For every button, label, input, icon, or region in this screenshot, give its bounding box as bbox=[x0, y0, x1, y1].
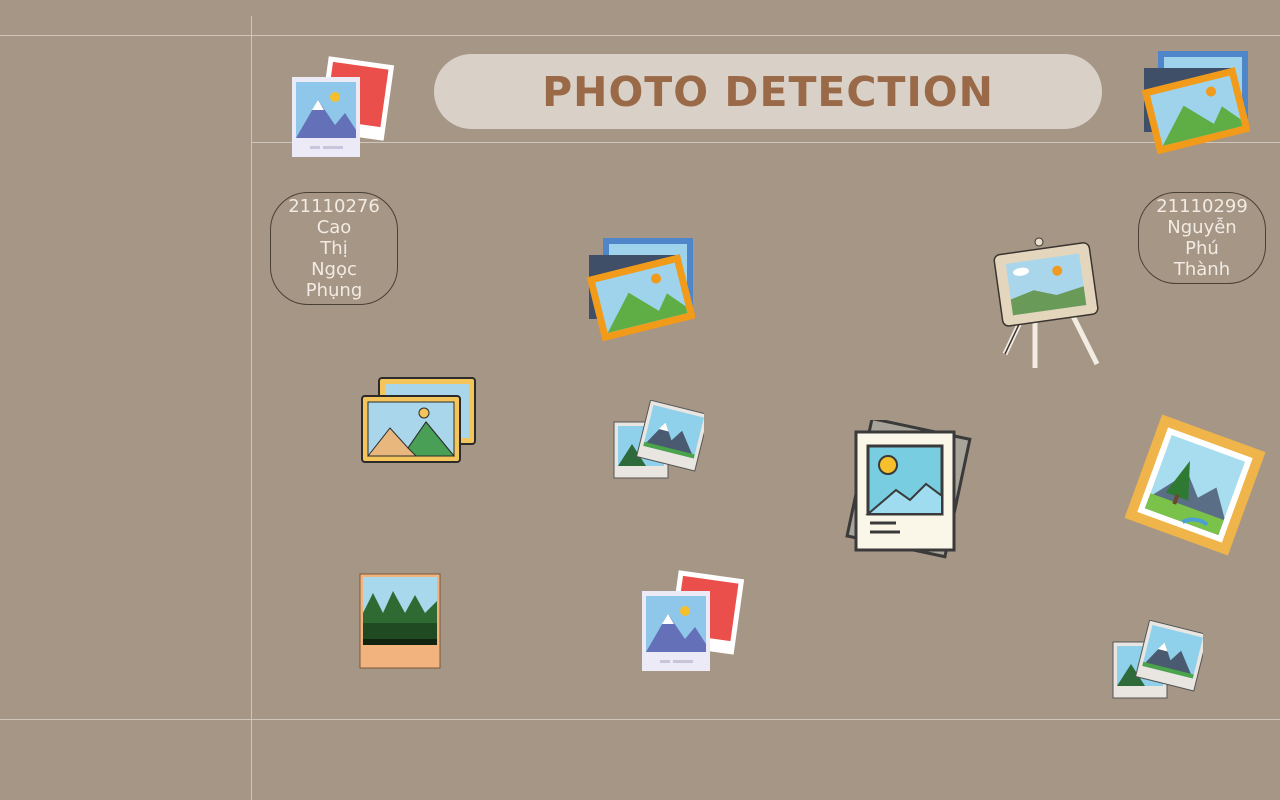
polaroid-stack-icon bbox=[290, 55, 394, 159]
page-title: PHOTO DETECTION bbox=[542, 67, 994, 116]
forest-polaroid-icon bbox=[359, 573, 441, 669]
header-guide-line bbox=[251, 142, 1280, 143]
student-name-line: Cao bbox=[316, 217, 352, 238]
framed-landscape-stack-icon bbox=[1140, 48, 1250, 158]
student-card-1: 21110276 Cao Thị Ngọc Phụng bbox=[270, 192, 398, 305]
student-name-line: Phụng bbox=[305, 280, 363, 301]
title-pill: PHOTO DETECTION bbox=[434, 54, 1102, 129]
framed-landscape-stack-icon bbox=[360, 376, 478, 464]
photo-pair-icon bbox=[1111, 620, 1203, 700]
student-name-line: Thành bbox=[1173, 259, 1231, 280]
easel-painting-icon bbox=[993, 236, 1105, 372]
photo-pair-icon bbox=[612, 400, 704, 480]
top-guide-line bbox=[0, 35, 1280, 36]
student-name-line: Phú bbox=[1185, 238, 1219, 259]
document-photo-icon bbox=[840, 420, 972, 562]
student-name-line: Ngọc bbox=[311, 259, 357, 280]
gold-frame-landscape-icon bbox=[1124, 414, 1266, 556]
student-name-line: Nguyễn bbox=[1167, 217, 1237, 238]
student-id: 21110276 bbox=[288, 196, 380, 217]
polaroid-stack-icon bbox=[640, 569, 744, 673]
student-name-line: Thị bbox=[320, 238, 348, 259]
left-guide-line bbox=[251, 16, 252, 800]
student-id: 21110299 bbox=[1156, 196, 1248, 217]
framed-landscape-stack-icon bbox=[585, 235, 695, 345]
bottom-guide-line bbox=[0, 719, 1280, 720]
student-card-2: 21110299 Nguyễn Phú Thành bbox=[1138, 192, 1266, 284]
